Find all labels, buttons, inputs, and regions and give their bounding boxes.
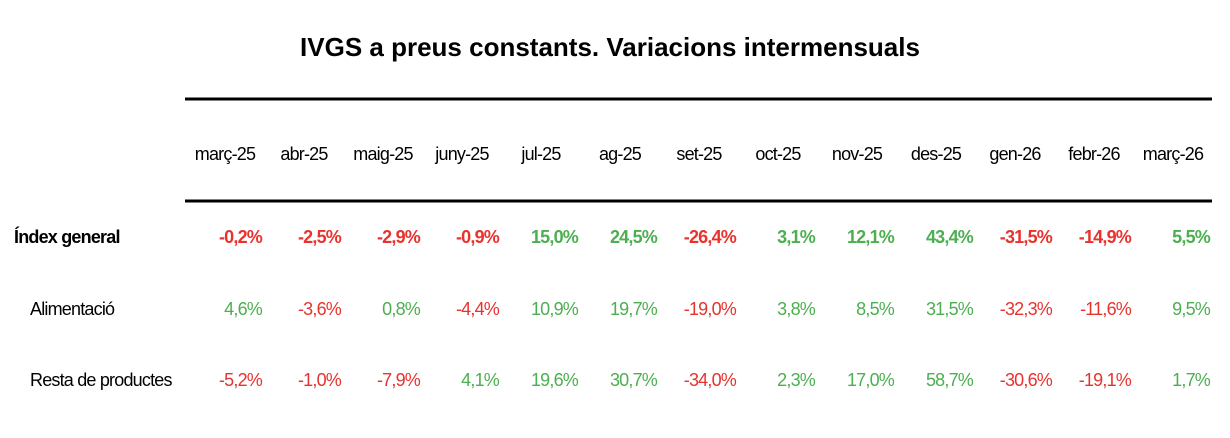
column-header: març-26 [1143,144,1204,164]
row-label: Índex general [14,226,120,247]
cell-value: 8,5% [856,299,895,319]
cell-value: -4,4% [456,299,500,319]
column-header: juny-25 [434,144,489,164]
cell-value: -30,6% [1000,370,1053,390]
cell-value: 19,6% [531,370,579,390]
cell-value: -26,4% [684,227,737,247]
cell-value: 2,3% [777,370,816,390]
cell-value: 19,7% [610,299,658,319]
cell-value: -19,0% [684,299,737,319]
column-header: març-25 [195,144,256,164]
table-title: IVGS a preus constants. Variacions inter… [300,32,920,62]
cell-value: -0,9% [456,227,500,247]
cell-value: 24,5% [610,227,658,247]
cell-value: -2,5% [298,227,342,247]
cell-value: -3,6% [298,299,342,319]
cell-value: -32,3% [1000,299,1053,319]
cell-value: -31,5% [1000,227,1053,247]
row-label: Resta de productes [30,370,172,390]
column-header: oct-25 [755,144,801,164]
cell-value: 4,1% [461,370,500,390]
cell-value: 15,0% [531,227,579,247]
cell-value: 9,5% [1172,299,1211,319]
cell-value: 1,7% [1172,370,1211,390]
column-header: set-25 [676,144,722,164]
cell-value: 0,8% [382,299,421,319]
cell-value: -0,2% [219,227,263,247]
cell-value: 30,7% [610,370,658,390]
cell-value: -1,0% [298,370,342,390]
cell-value: 12,1% [847,227,895,247]
column-header: des-25 [911,144,962,164]
cell-value: 31,5% [926,299,974,319]
column-header: abr-25 [280,144,328,164]
cell-value: 10,9% [531,299,579,319]
cell-value: 3,8% [777,299,816,319]
column-header: maig-25 [353,144,413,164]
cell-value: -2,9% [377,227,421,247]
cell-value: 58,7% [926,370,974,390]
cell-value: -34,0% [684,370,737,390]
column-header: gen-26 [989,144,1041,164]
cell-value: 4,6% [224,299,263,319]
cell-value: 43,4% [926,227,974,247]
cell-value: -5,2% [219,370,263,390]
column-header: jul-25 [520,144,561,164]
row-label: Alimentació [30,299,115,319]
cell-value: 5,5% [1172,227,1211,247]
column-header: ag-25 [599,144,642,164]
column-header: febr-26 [1068,144,1120,164]
cell-value: -19,1% [1079,370,1132,390]
cell-value: -14,9% [1079,227,1132,247]
column-header: nov-25 [832,144,883,164]
cell-value: -11,6% [1080,299,1132,319]
cell-value: 17,0% [847,370,895,390]
cell-value: 3,1% [777,227,816,247]
cell-value: -7,9% [377,370,421,390]
